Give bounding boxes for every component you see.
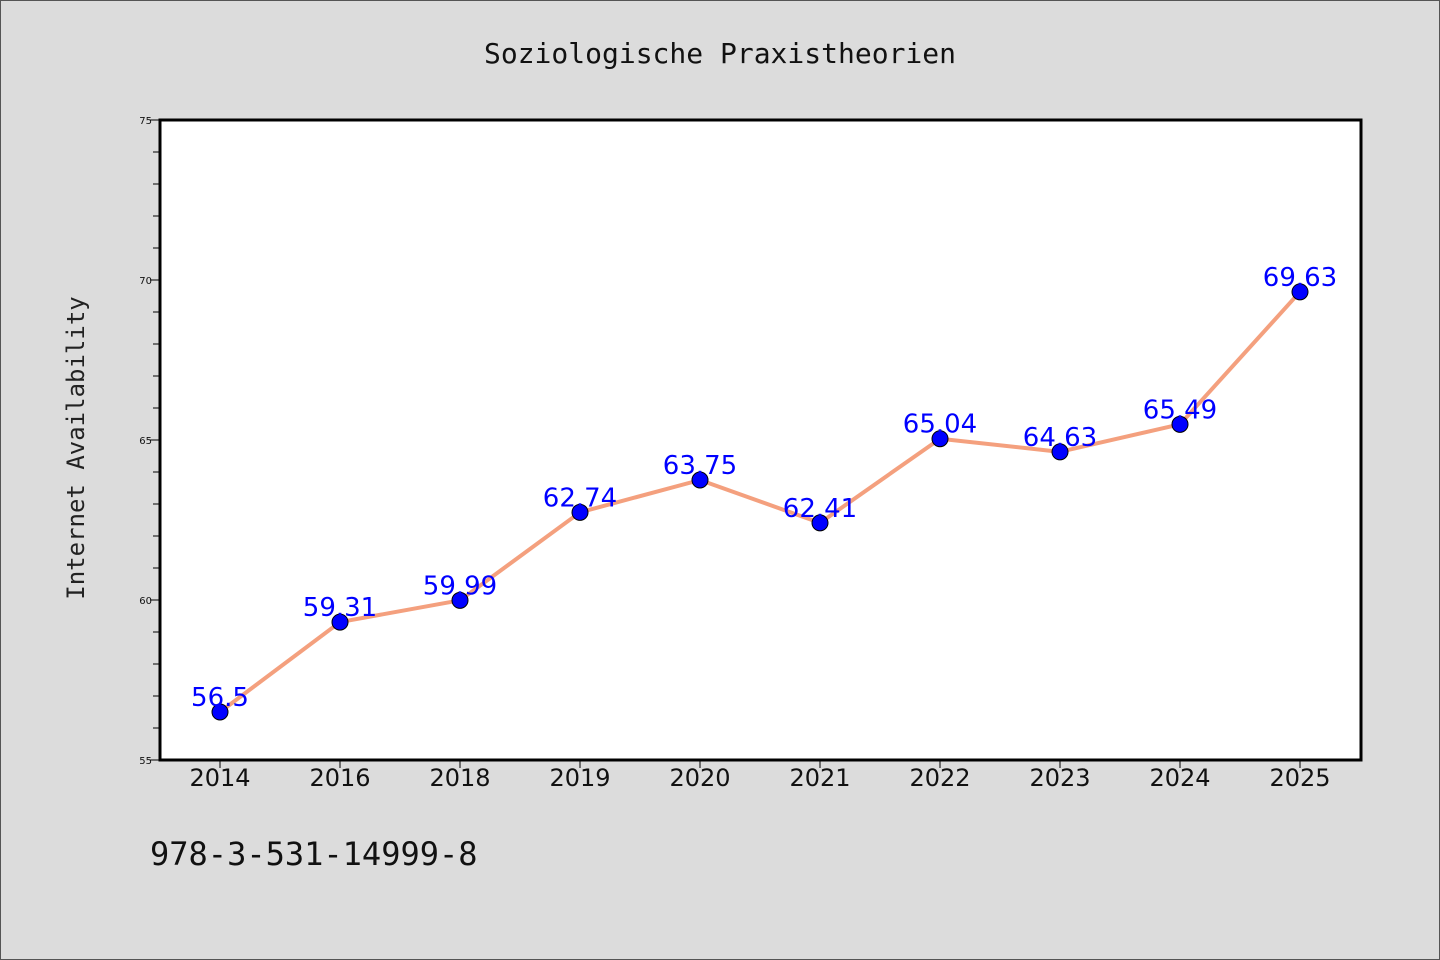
data-label: 59.99 (423, 571, 497, 601)
data-label: 69.63 (1263, 263, 1337, 293)
y-tick-label: 55 (139, 756, 152, 767)
y-tick-label: 60 (139, 596, 152, 607)
x-tick-label: 2025 (1269, 764, 1330, 792)
y-axis-label: Internet Availability (62, 296, 90, 599)
data-point (1291, 283, 1309, 301)
data-point (811, 514, 829, 532)
data-label: 63.75 (663, 451, 737, 481)
y-tick-label: 70 (139, 276, 152, 287)
data-label: 59.31 (303, 593, 377, 623)
data-labels-group: 56.5 59.31 59.99 62.74 63.75 62.41 65.04 64.63 6… (191, 263, 1337, 713)
data-point (691, 471, 709, 489)
plot-area (158, 118, 1363, 762)
data-point (451, 591, 469, 609)
x-axis: 2014 2016 2018 2019 2020 2021 2022 2023 2024 2025 (189, 760, 1331, 792)
data-point (211, 703, 229, 721)
data-label: 62.41 (783, 494, 857, 524)
data-label: 65.49 (1143, 395, 1217, 425)
y-tick-label: 65 (139, 436, 152, 447)
data-point (571, 503, 589, 521)
y-axis: 55 60 65 70 75 (139, 116, 160, 767)
series-line-group (218, 290, 1302, 714)
x-tick-label: 2018 (429, 764, 490, 792)
x-tick-label: 2014 (189, 764, 250, 792)
data-point (1171, 415, 1189, 433)
data-label: 65.04 (903, 410, 977, 440)
data-label: 56.5 (191, 683, 249, 713)
x-tick-label: 2020 (669, 764, 730, 792)
x-tick-label: 2021 (789, 764, 850, 792)
y-tick-label: 75 (139, 116, 152, 127)
x-tick-label: 2016 (309, 764, 370, 792)
data-label: 62.74 (543, 483, 617, 513)
x-tick-label: 2024 (1149, 764, 1210, 792)
isbn-text: 978-3-531-14999-8 (150, 835, 478, 873)
data-label: 64.63 (1023, 423, 1097, 453)
data-point (331, 613, 349, 631)
x-tick-label: 2022 (909, 764, 970, 792)
data-point (931, 430, 949, 448)
x-tick-label: 2023 (1029, 764, 1090, 792)
series-line (218, 290, 1302, 714)
data-point (1051, 443, 1069, 461)
x-tick-label: 2019 (549, 764, 610, 792)
chart-title: Soziologische Praxistheorien (484, 37, 956, 70)
markers-group (211, 283, 1309, 721)
